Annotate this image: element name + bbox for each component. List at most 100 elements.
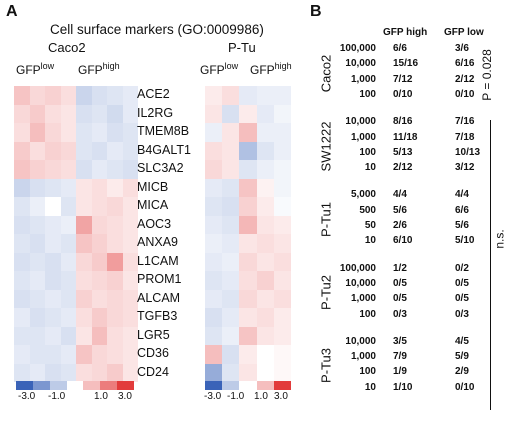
ptu-heatmap-cell — [222, 252, 240, 271]
caco2-heatmap-cell — [76, 271, 92, 290]
colorbar-segment — [100, 381, 118, 390]
caco2-heatmap-cell — [14, 104, 30, 123]
caco2-heatmap-cell — [14, 271, 30, 290]
ptu-heatmap-cell — [239, 345, 257, 364]
cell-dose: 100 — [359, 146, 376, 158]
ptu-heatmap-cell — [239, 289, 257, 308]
gene-label: ANXA9 — [137, 235, 178, 249]
ptu-heatmap-cell — [273, 326, 291, 345]
ptu-heatmap-cell — [256, 86, 274, 105]
caco2-heatmap-cell — [122, 123, 138, 142]
ptu-heatmap-cell — [222, 104, 240, 123]
ptu-heatmap-cell — [256, 234, 274, 253]
cell-gfp-low: 7/18 — [455, 131, 475, 143]
ptu-heatmap-cell — [256, 215, 274, 234]
colorbar-segment — [83, 381, 101, 390]
gene-label: AOC3 — [137, 216, 172, 231]
caco2-heatmap-cell — [14, 160, 30, 179]
caco2-heatmap-cell — [91, 104, 107, 123]
ptu-heatmap-cell — [205, 252, 223, 271]
cell-gfp-low: 10/13 — [455, 146, 481, 158]
caco2-gfp-high-label: GFPhigh — [78, 61, 120, 78]
ptu-heatmap-cell — [205, 86, 223, 105]
cell-dose: 100,000 — [339, 262, 376, 274]
cbar2-tick-1: -3.0 — [204, 391, 222, 402]
caco2-heatmap-cell — [45, 86, 61, 105]
caco2-heatmap-cell — [76, 345, 92, 364]
caco2-heatmap-cell — [91, 86, 107, 105]
header-gfp-low: GFP low — [444, 27, 484, 38]
gene-label: TGFB3 — [137, 309, 178, 323]
ptu-heatmap-cell — [239, 271, 257, 290]
caco2-heatmap-cell — [76, 104, 92, 123]
caco2-heatmap-cell — [91, 271, 107, 290]
ptu-heatmap-cell — [239, 234, 257, 253]
caco2-heatmap-cell — [60, 141, 76, 160]
cell-dose: 10,000 — [345, 58, 376, 70]
caco2-heatmap-cell — [91, 363, 107, 382]
gene-label: ACE2 — [137, 87, 170, 101]
cell-gfp-high: 15/16 — [393, 58, 419, 70]
caco2-heatmap-cell — [76, 308, 92, 327]
cell-gfp-low: 0/5 — [455, 293, 469, 305]
caco2-heatmap-cell — [60, 252, 76, 271]
ptu-heatmap-cell — [205, 326, 223, 345]
heatmap-title: Cell surface markers (GO:0009986) — [50, 22, 264, 37]
colorbar-segment — [32, 381, 51, 390]
ptu-heatmap-cell — [205, 141, 223, 160]
caco2-heatmap-cell — [76, 215, 92, 234]
ptu-heatmap-cell — [239, 363, 257, 382]
colorbar-segment — [16, 381, 34, 390]
caco2-heatmap-cell — [14, 141, 30, 160]
ptu-heatmap-cell — [205, 178, 223, 197]
caco2-heatmap-cell — [60, 345, 76, 364]
ptu-heatmap-cell — [256, 345, 274, 364]
ptu-heatmap-cell — [205, 345, 223, 364]
caco2-heatmap-cell — [122, 271, 138, 290]
cbar1-tick-1: -3.0 — [18, 391, 36, 402]
cbar1-tick-3: 1.0 — [94, 391, 108, 402]
gene-label: IL2RG — [137, 105, 174, 120]
cell-line-label: P-Tu2 — [318, 275, 334, 311]
ns-label: n.s. — [492, 229, 507, 249]
caco2-heatmap-cell — [107, 252, 123, 271]
ptu-heatmap-cell — [222, 178, 240, 197]
caco2-heatmap-cell — [14, 215, 30, 234]
caco2-heatmap-cell — [91, 178, 107, 197]
cell-gfp-high: 3/5 — [393, 335, 407, 347]
cell-gfp-high: 2/12 — [393, 162, 413, 174]
caco2-heatmap-cell — [29, 141, 45, 160]
ptu-heatmap-cell — [273, 234, 291, 253]
colorbar-segment — [256, 381, 275, 390]
colorbar-segment — [117, 381, 135, 390]
ptu-heatmap-cell — [239, 326, 257, 345]
ptu-heatmap-cell — [273, 160, 291, 179]
ptu-heatmap-cell — [273, 178, 291, 197]
panel-b-label: B — [310, 3, 322, 20]
caco2-heatmap-cell — [60, 123, 76, 142]
caco2-heatmap-cell — [91, 252, 107, 271]
ptu-heatmap-cell — [273, 215, 291, 234]
cell-line-label: Caco2 — [318, 54, 334, 92]
caco2-heatmap-cell — [107, 363, 123, 382]
ptu-heatmap-cell — [239, 104, 257, 123]
cell-gfp-high: 2/6 — [393, 220, 407, 231]
caco2-heatmap-cell — [60, 160, 76, 179]
caco2-heatmap-cell — [60, 271, 76, 290]
caco2-heatmap-cell — [14, 252, 30, 271]
caco2-heatmap-cell — [76, 252, 92, 271]
caco2-heatmap-cell — [122, 326, 138, 345]
caco2-heatmap-cell — [60, 104, 76, 123]
caco2-heatmap-cell — [107, 234, 123, 253]
ptu-heading: P-Tu — [228, 40, 256, 55]
colorbar-segment — [273, 381, 292, 390]
caco2-heatmap-cell — [29, 123, 45, 142]
ptu-heatmap-cell — [205, 197, 223, 216]
cell-gfp-low: 5/9 — [455, 351, 469, 363]
ptu-heatmap-cell — [273, 141, 291, 160]
cbar2-tick-4: 3.0 — [274, 391, 288, 402]
caco2-heatmap-cell — [107, 197, 123, 216]
gene-label: LGR5 — [137, 327, 170, 342]
cell-dose: 100 — [359, 88, 376, 100]
